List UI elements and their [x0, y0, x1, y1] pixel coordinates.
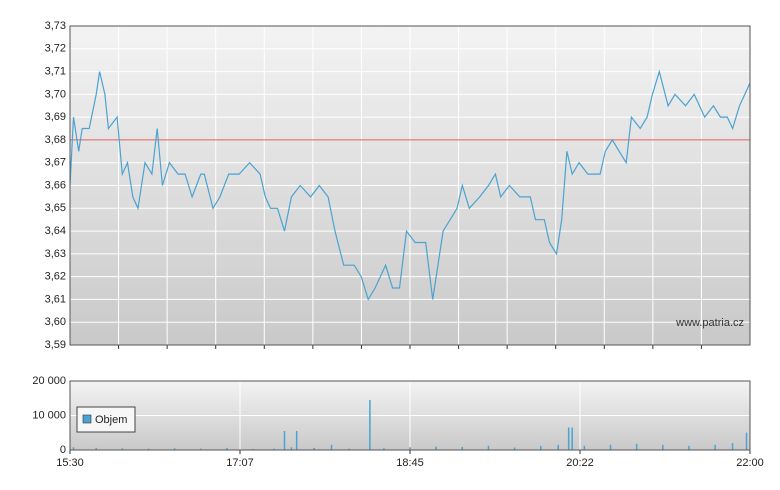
plot-frame	[69, 25, 751, 346]
volume-bar	[513, 447, 516, 450]
x-tick-label: 15:30	[56, 457, 84, 469]
volume-bar	[295, 431, 298, 450]
volume-bar	[662, 444, 664, 450]
x-tick-label: 18:45	[396, 457, 424, 469]
y-tick-label: 3,65	[45, 202, 66, 214]
volume-bar	[583, 445, 586, 450]
x-tick-label: 22:00	[736, 457, 764, 469]
y-tick-label: 3,67	[45, 157, 66, 169]
volume-bar	[252, 448, 254, 450]
watermark: www.patria.cz	[675, 317, 744, 329]
y-tick-label: 0	[60, 444, 66, 456]
volume-bar	[714, 444, 716, 450]
y-tick-label: 10 000	[32, 409, 66, 421]
y-tick-label: 3,68	[45, 134, 66, 146]
legend-label: Objem	[95, 414, 127, 426]
volume-bar	[95, 447, 97, 450]
volume-bar	[273, 448, 275, 450]
y-tick-label: 3,59	[45, 339, 66, 351]
volume-bar	[383, 448, 385, 450]
volume-bar	[540, 445, 542, 450]
volume-bar	[173, 448, 176, 450]
y-tick-label: 3,71	[45, 65, 66, 77]
volume-bar	[72, 447, 75, 450]
volume-bar	[121, 448, 124, 450]
y-tick-label: 3,60	[45, 316, 66, 328]
y-tick-label: 3,72	[45, 43, 66, 55]
volume-bar	[557, 444, 559, 450]
volume-bar	[200, 448, 202, 450]
y-tick-label: 3,66	[45, 179, 66, 191]
volume-bar	[688, 445, 690, 450]
volume-bar	[409, 447, 411, 450]
volume-bar	[435, 446, 437, 450]
volume-bar	[745, 432, 748, 450]
x-tick-label: 20:22	[566, 457, 594, 469]
legend-swatch	[82, 414, 92, 424]
y-tick-label: 3,69	[45, 111, 66, 123]
volume-bar	[290, 447, 293, 450]
volume-bar	[609, 444, 612, 450]
y-tick-label: 3,73	[45, 20, 66, 32]
volume-bar	[283, 431, 286, 450]
volume-bar	[330, 444, 333, 450]
x-tick-label: 17:07	[226, 457, 254, 469]
y-tick-label: 3,61	[45, 293, 66, 305]
price-line	[69, 69, 751, 301]
y-tick-label: 3,63	[45, 248, 66, 260]
volume-bar	[147, 448, 150, 450]
volume-bar	[487, 445, 490, 450]
volume-bar	[226, 447, 228, 450]
y-tick-label: 20 000	[32, 375, 66, 387]
y-tick-label: 3,70	[45, 88, 66, 100]
volume-bar	[635, 443, 638, 450]
volume-bar	[731, 443, 734, 450]
volume-bar	[567, 427, 570, 450]
plot-frame	[69, 380, 751, 451]
volume-bar	[313, 447, 315, 450]
y-tick-label: 3,62	[45, 271, 66, 283]
legend: Objem	[76, 406, 136, 433]
y-tick-label: 3,64	[45, 225, 66, 237]
volume-bar	[348, 448, 350, 450]
volume-bar	[369, 399, 371, 450]
volume-bar	[461, 446, 464, 450]
volume-bar	[571, 427, 573, 450]
